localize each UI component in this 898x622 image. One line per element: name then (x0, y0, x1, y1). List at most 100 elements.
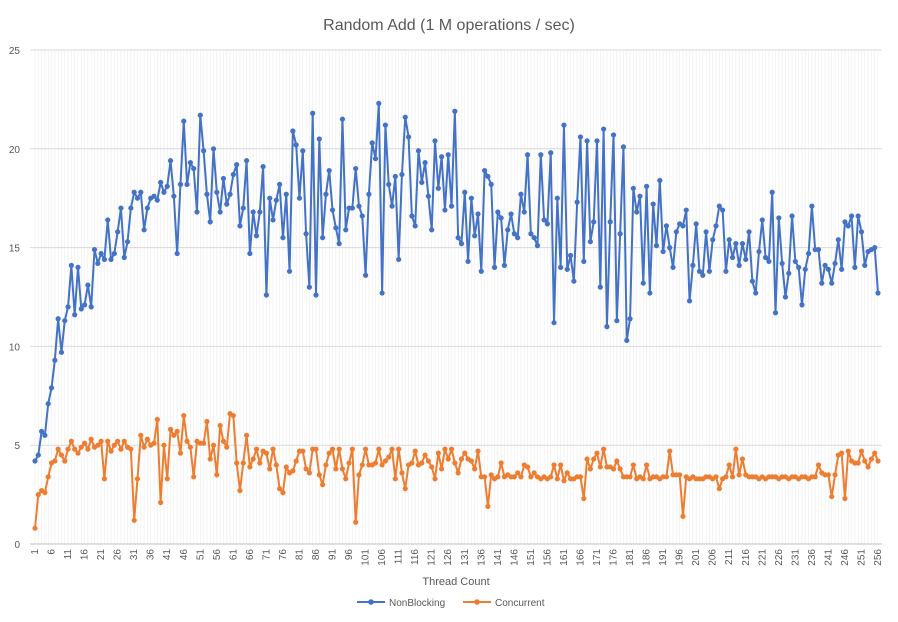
data-point (875, 458, 881, 464)
data-point (716, 486, 722, 492)
data-point (713, 223, 719, 229)
data-point (158, 179, 164, 185)
x-tick-label: 216 (741, 549, 752, 566)
data-point (845, 448, 851, 454)
data-point (108, 448, 114, 454)
data-point (729, 474, 736, 480)
data-point (825, 266, 832, 272)
x-tick-label: 151 (526, 549, 537, 566)
data-point (320, 235, 326, 241)
data-point (306, 284, 312, 290)
data-point (386, 181, 392, 187)
data-point (703, 229, 709, 235)
data-point (115, 438, 121, 444)
x-tick-label: 81 (294, 549, 305, 561)
data-point (842, 219, 848, 225)
data-point (617, 466, 623, 472)
data-point (68, 438, 74, 444)
data-point (349, 205, 355, 211)
x-tick-label: 176 (609, 549, 620, 566)
data-point (650, 201, 656, 207)
data-point (858, 229, 865, 235)
data-point (121, 438, 127, 444)
data-point (726, 462, 732, 468)
x-tick-label: 11 (63, 549, 74, 560)
data-point (134, 476, 141, 482)
data-point (230, 412, 236, 419)
data-point (435, 450, 441, 456)
data-point (726, 237, 732, 243)
series-concurrent (32, 410, 881, 531)
legend: NonBlocking Concurrent (357, 598, 545, 609)
data-point (372, 156, 379, 162)
data-point (346, 460, 352, 466)
y-axis-tick-labels: 0 5 10 15 20 25 (9, 46, 21, 551)
data-point (131, 517, 137, 523)
data-point (296, 195, 303, 201)
data-point (647, 290, 653, 296)
x-tick-label: 256 (873, 549, 884, 566)
data-point (716, 203, 722, 209)
data-point (710, 237, 716, 243)
data-point (151, 193, 157, 199)
data-point (733, 446, 739, 452)
data-point (45, 474, 51, 480)
data-point (667, 245, 673, 251)
data-point (862, 458, 868, 464)
data-point (187, 444, 193, 450)
data-point (667, 448, 673, 454)
data-point (442, 446, 448, 452)
data-point (736, 472, 742, 478)
data-point (799, 302, 805, 308)
data-point (270, 446, 276, 452)
data-point (614, 318, 620, 324)
data-point (171, 432, 177, 438)
data-point (197, 112, 203, 118)
data-point (194, 209, 200, 215)
data-point (796, 264, 802, 270)
data-point (300, 148, 306, 154)
data-point (376, 446, 382, 452)
data-point (263, 450, 270, 456)
data-point (35, 452, 41, 458)
data-point (396, 256, 402, 263)
x-tick-label: 56 (212, 549, 223, 561)
data-point (782, 294, 789, 300)
data-point (485, 503, 491, 510)
x-tick-label: 41 (162, 549, 173, 561)
data-point (151, 440, 157, 446)
data-point (81, 440, 88, 446)
data-point (528, 231, 534, 237)
x-tick-label: 181 (625, 549, 636, 566)
data-point (772, 310, 779, 316)
data-point (187, 160, 193, 166)
data-point (630, 185, 636, 191)
data-point (158, 499, 164, 506)
data-point (184, 181, 190, 187)
data-point (518, 191, 524, 197)
data-point (534, 243, 541, 249)
data-point (392, 476, 398, 482)
data-point (333, 466, 339, 472)
data-point (511, 474, 517, 480)
data-point (561, 478, 567, 484)
data-point (577, 134, 584, 140)
x-tick-label: 171 (592, 549, 603, 566)
y-tick-label: 20 (9, 145, 21, 156)
data-point (290, 468, 296, 474)
data-point (472, 466, 478, 472)
data-point (310, 110, 316, 116)
data-point (85, 446, 91, 452)
data-point (141, 444, 147, 450)
data-point (802, 266, 808, 272)
data-point (65, 304, 71, 310)
x-tick-label: 6 (47, 549, 58, 555)
data-point (475, 211, 481, 217)
data-point (544, 221, 551, 227)
data-point (78, 444, 84, 450)
data-point (131, 189, 137, 195)
data-point (191, 474, 197, 480)
data-point (343, 476, 349, 482)
data-point (247, 250, 253, 257)
x-tick-label: 206 (708, 549, 719, 566)
